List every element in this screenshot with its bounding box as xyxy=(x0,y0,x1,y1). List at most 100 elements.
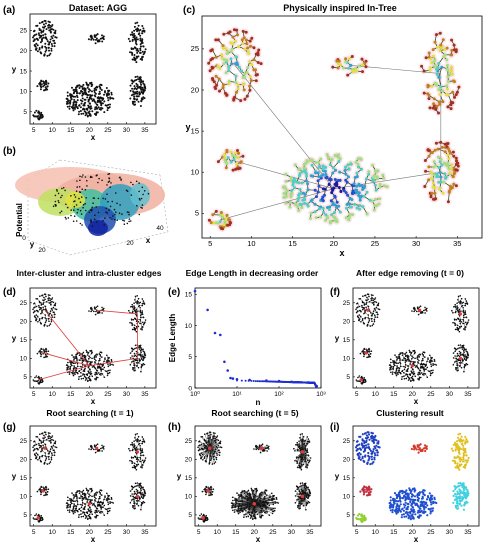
c-node xyxy=(234,39,237,43)
d-point xyxy=(43,356,45,359)
d-point xyxy=(133,369,136,372)
c-ytick-label: 25 xyxy=(191,44,199,53)
d-point xyxy=(51,316,53,318)
c-node xyxy=(357,191,361,195)
a-point xyxy=(137,55,140,58)
d-point xyxy=(143,302,146,304)
c-node xyxy=(443,48,447,52)
c-node xyxy=(438,160,442,164)
c-node xyxy=(325,153,329,156)
a-point xyxy=(94,86,97,89)
c-node xyxy=(207,218,211,222)
d-point xyxy=(131,328,134,331)
d-point xyxy=(135,301,137,303)
c-node xyxy=(454,93,458,97)
a-point xyxy=(36,50,39,53)
d-point xyxy=(89,360,91,363)
c-node xyxy=(454,168,458,172)
c-node xyxy=(211,57,215,60)
a-point xyxy=(141,86,144,89)
a-point xyxy=(45,28,48,31)
c-node xyxy=(313,202,317,206)
a-point xyxy=(50,43,53,45)
c-node xyxy=(432,97,436,101)
a-point xyxy=(39,82,42,85)
d-point xyxy=(73,372,76,374)
a-point xyxy=(91,83,94,86)
a-point xyxy=(131,38,134,41)
c-node xyxy=(282,191,286,195)
c-node xyxy=(324,213,328,217)
a-point xyxy=(81,92,84,95)
b-point xyxy=(67,217,70,219)
d-point xyxy=(134,299,136,301)
a-point xyxy=(98,99,101,102)
c-node xyxy=(236,156,240,160)
a-point xyxy=(136,84,139,87)
c-node xyxy=(221,215,225,219)
d-point xyxy=(130,306,132,308)
b-xtick-label-2: 40 xyxy=(156,225,164,232)
c-node xyxy=(248,88,252,92)
c-node xyxy=(344,57,348,61)
c-node xyxy=(240,69,243,73)
d-point xyxy=(45,295,47,298)
d-point xyxy=(140,366,143,368)
a-point xyxy=(111,97,113,100)
d-point xyxy=(142,359,144,361)
a-point xyxy=(79,110,82,112)
a-point xyxy=(80,90,83,93)
a-point xyxy=(32,36,34,39)
b-point xyxy=(78,197,80,200)
d-xlabel: x xyxy=(91,397,96,406)
b-point xyxy=(81,224,83,226)
d-point xyxy=(87,380,89,382)
a-ytick-label: 25 xyxy=(20,28,28,35)
b-point xyxy=(90,221,92,223)
a-point xyxy=(143,97,146,100)
f-xtick-label: 20 xyxy=(409,391,417,398)
c-node xyxy=(365,212,369,216)
c-node xyxy=(303,201,307,205)
a-point xyxy=(135,28,137,31)
c-node xyxy=(237,151,241,155)
c-node xyxy=(241,154,245,158)
c-node xyxy=(309,211,313,215)
d-point xyxy=(54,313,56,316)
b-point xyxy=(80,213,83,215)
e-point xyxy=(240,379,243,382)
d-point xyxy=(96,373,99,375)
a-point xyxy=(139,47,142,50)
a-point xyxy=(100,104,103,107)
c-node xyxy=(361,188,365,191)
d-ylabel: y xyxy=(12,334,17,343)
a-point xyxy=(45,22,47,25)
d-ytick-label: 15 xyxy=(20,337,28,344)
c-node xyxy=(433,197,436,201)
c-node xyxy=(350,55,354,58)
b-point xyxy=(138,190,140,193)
a-point xyxy=(134,59,137,62)
d-point xyxy=(140,316,142,319)
d-point xyxy=(100,372,102,375)
c-node xyxy=(313,210,317,214)
c-node xyxy=(448,184,452,188)
c-node xyxy=(284,186,287,190)
a-point xyxy=(103,100,106,103)
d-point xyxy=(134,344,137,347)
d-point xyxy=(81,357,84,360)
d-point xyxy=(138,362,140,364)
c-node xyxy=(374,197,378,201)
c-node xyxy=(289,176,293,180)
a-point xyxy=(37,110,40,113)
c-node xyxy=(282,196,286,199)
a-point xyxy=(130,48,133,51)
b-point xyxy=(90,219,92,221)
d-point xyxy=(140,347,142,349)
c-node xyxy=(212,80,216,84)
d-point xyxy=(48,317,50,320)
c-node xyxy=(422,69,426,73)
c-node xyxy=(427,97,431,101)
b-point xyxy=(91,225,94,227)
b-point xyxy=(55,205,57,207)
